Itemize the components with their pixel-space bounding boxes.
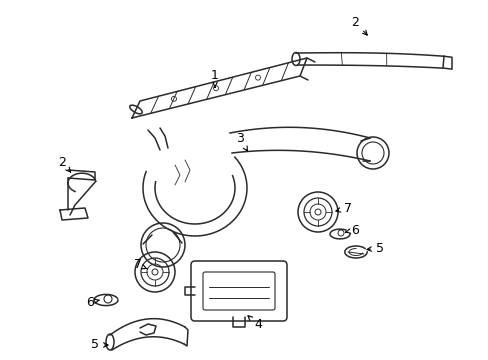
Text: 7: 7 — [335, 202, 351, 215]
Text: 5: 5 — [91, 338, 108, 351]
Text: 6: 6 — [86, 296, 99, 309]
Text: 5: 5 — [366, 242, 383, 255]
Text: 2: 2 — [58, 156, 71, 172]
Text: 4: 4 — [247, 316, 262, 332]
Text: 3: 3 — [236, 131, 247, 151]
Text: 7: 7 — [134, 258, 147, 271]
Text: 2: 2 — [350, 15, 366, 35]
Text: 1: 1 — [211, 68, 219, 87]
Text: 6: 6 — [345, 224, 358, 237]
